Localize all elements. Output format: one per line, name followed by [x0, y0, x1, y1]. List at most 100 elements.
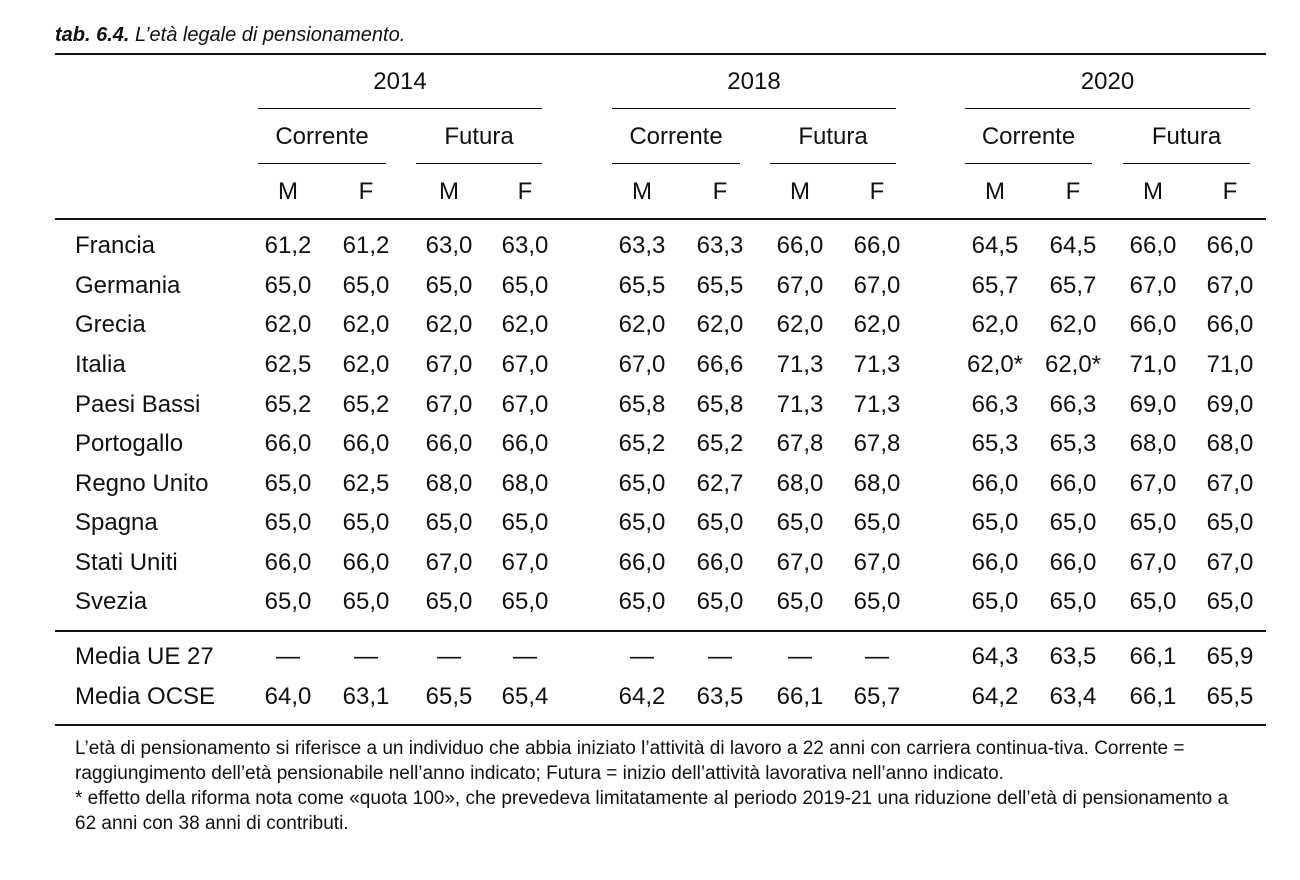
top-rule	[55, 53, 1266, 55]
table-cell: 67,0	[425, 391, 473, 418]
table-cell: 65,2	[696, 430, 744, 457]
table-cell: 65,0	[618, 588, 666, 615]
summary-cell: 65,5	[1206, 683, 1254, 710]
table-cell: 68,0	[853, 470, 901, 497]
table-cell: 67,0	[618, 351, 666, 378]
table-cell: 67,8	[853, 430, 901, 457]
table-cell: 62,0*	[966, 351, 1024, 378]
table-cell: 64,5	[971, 232, 1019, 259]
year-header: 2014	[373, 68, 427, 95]
table-cell: 65,0	[342, 509, 390, 536]
table-cell: 67,0	[425, 351, 473, 378]
summary-cell: 63,5	[696, 683, 744, 710]
table-cell: 65,2	[618, 430, 666, 457]
table-cell: 65,0	[1206, 588, 1254, 615]
table-cell: 65,0	[618, 470, 666, 497]
summary-cell: —	[437, 643, 461, 670]
row-label: Spagna	[75, 509, 158, 536]
table-cell: 63,0	[425, 232, 473, 259]
sex-header-m: M	[1143, 178, 1163, 205]
header-rule	[55, 218, 1266, 220]
subheader-rule	[965, 163, 1092, 165]
table-cell: 67,0	[425, 549, 473, 576]
table-cell: 61,2	[264, 232, 312, 259]
table-cell: 65,0	[1129, 588, 1177, 615]
table-cell: 66,0	[264, 549, 312, 576]
table-cell: 62,0	[342, 351, 390, 378]
table-cell: 66,0	[1049, 549, 1097, 576]
table-cell: 66,6	[696, 351, 744, 378]
table-cell: 65,0	[425, 509, 473, 536]
subheader-rule	[770, 163, 896, 165]
table-cell: 65,0	[342, 588, 390, 615]
summary-cell: 66,1	[1129, 643, 1177, 670]
table-cell: 66,0	[342, 549, 390, 576]
table-cell: 65,0	[1049, 509, 1097, 536]
subheader-futura: Futura	[798, 123, 868, 150]
table-cell: 71,3	[853, 391, 901, 418]
summary-cell: 65,7	[853, 683, 901, 710]
subheader-corrente: Corrente	[629, 123, 723, 150]
table-cell: 67,0	[1206, 272, 1254, 299]
table-cell: 65,7	[1049, 272, 1097, 299]
summary-row-label: Media OCSE	[75, 683, 216, 710]
summary-cell: —	[354, 643, 378, 670]
table-cell: 65,8	[618, 391, 666, 418]
table-cell: 66,0	[696, 549, 744, 576]
table-cell: 62,0*	[1044, 351, 1102, 378]
table-cell: 66,0	[971, 549, 1019, 576]
table-cell: 65,0	[425, 272, 473, 299]
summary-cell: 64,2	[618, 683, 666, 710]
table-cell: 65,3	[971, 430, 1019, 457]
table-cell: 65,2	[342, 391, 390, 418]
summary-cell: 64,3	[971, 643, 1019, 670]
sex-header-m: M	[278, 178, 298, 205]
row-label: Stati Uniti	[75, 549, 178, 576]
table-cell: 68,0	[1206, 430, 1254, 457]
table-cell: 66,3	[971, 391, 1019, 418]
summary-cell: —	[788, 643, 812, 670]
subheader-corrente: Corrente	[981, 123, 1076, 150]
table-cell: 63,0	[501, 232, 549, 259]
summary-cell: —	[708, 643, 732, 670]
table-cell: 66,0	[1129, 311, 1177, 338]
table-cell: 66,0	[501, 430, 549, 457]
table-cell: 65,0	[853, 509, 901, 536]
table-cell: 65,7	[971, 272, 1019, 299]
table-cell: 62,0	[776, 311, 824, 338]
sex-header-f: F	[1065, 178, 1081, 205]
table-cell: 65,0	[776, 588, 824, 615]
table-cell: 62,0	[1049, 311, 1097, 338]
table-cell: 62,5	[342, 470, 390, 497]
row-label: Paesi Bassi	[75, 391, 201, 418]
sex-header-f: F	[869, 178, 885, 205]
table-cell: 63,3	[618, 232, 666, 259]
table-cell: 63,3	[696, 232, 744, 259]
sex-header-f: F	[358, 178, 374, 205]
table-cell: 65,0	[853, 588, 901, 615]
table-cell: 71,3	[853, 351, 901, 378]
table-cell: 61,2	[342, 232, 390, 259]
row-label: Italia	[75, 351, 126, 378]
table-cell: 67,0	[853, 549, 901, 576]
table-cell: 67,0	[1129, 272, 1177, 299]
table-cell: 66,3	[1049, 391, 1097, 418]
table-cell: 71,0	[1129, 351, 1177, 378]
table-cell: 65,0	[264, 470, 312, 497]
table-cell: 62,0	[342, 311, 390, 338]
summary-row-label: Media UE 27	[75, 643, 214, 670]
table-cell: 62,0	[425, 311, 473, 338]
summary-cell: 64,2	[971, 683, 1019, 710]
summary-cell: 65,5	[425, 683, 473, 710]
table-cell: 68,0	[425, 470, 473, 497]
summary-cell: —	[865, 643, 889, 670]
table-cell: 67,0	[501, 351, 549, 378]
summary-cell: 63,1	[342, 683, 390, 710]
table-caption: tab. 6.4. L’età legale di pensionamento.	[55, 24, 405, 47]
year-rule	[258, 108, 542, 110]
subheader-corrente: Corrente	[275, 123, 369, 150]
table-cell: 67,0	[776, 272, 824, 299]
subheader-futura: Futura	[1151, 123, 1222, 150]
summary-cell: 65,9	[1206, 643, 1254, 670]
summary-cell: 63,4	[1049, 683, 1097, 710]
